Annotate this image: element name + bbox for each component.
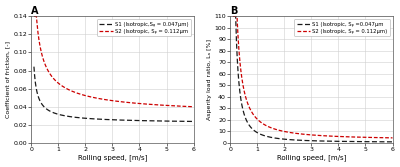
X-axis label: Rolling speed, [m/s]: Rolling speed, [m/s] — [78, 155, 147, 161]
Y-axis label: Asperity load ratio, Lₐ [%]: Asperity load ratio, Lₐ [%] — [207, 39, 212, 120]
S2 (Isotropic, Sᵩ = 0.112μm — [133, 102, 138, 104]
S2 (Isotropic, Sᵩ = 0.112μm) — [368, 136, 373, 138]
S1 (Isotropic,Sᵩ = 0.047μm) — [32, 66, 36, 68]
S1 (Isotropic,Sᵩ = 0.047μm) — [124, 119, 129, 121]
S1 (Isotropic, Sᵩ =0.047μm — [327, 140, 332, 142]
S1 (Isotropic, Sᵩ =0.047μm — [323, 140, 328, 142]
S2 (Isotropic, Sᵩ = 0.112μm) — [240, 82, 245, 84]
S1 (Isotropic,Sᵩ = 0.047μm) — [133, 119, 138, 121]
S1 (Isotropic, Sᵩ =0.047μm — [230, 15, 235, 17]
S1 (Isotropic,Sᵩ = 0.047μm) — [128, 119, 133, 121]
Y-axis label: Coefficient of friction, [-]: Coefficient of friction, [-] — [6, 41, 10, 118]
Legend: S1 (Isotropic, Sᵩ =0.047μm, S2 (Isotropic, Sᵩ = 0.112μm): S1 (Isotropic, Sᵩ =0.047μm, S2 (Isotropi… — [294, 19, 390, 36]
S2 (Isotropic, Sᵩ = 0.112μm) — [327, 135, 332, 137]
S2 (Isotropic, Sᵩ = 0.112μm — [124, 101, 129, 103]
S1 (Isotropic, Sᵩ =0.047μm — [368, 141, 373, 143]
Line: S1 (Isotropic,Sᵩ = 0.047μm): S1 (Isotropic,Sᵩ = 0.047μm) — [34, 67, 194, 121]
S1 (Isotropic, Sᵩ =0.047μm — [390, 141, 395, 143]
S2 (Isotropic, Sᵩ = 0.112μm — [169, 105, 174, 107]
Line: S2 (Isotropic, Sᵩ = 0.112μm): S2 (Isotropic, Sᵩ = 0.112μm) — [233, 16, 392, 138]
S1 (Isotropic,Sᵩ = 0.047μm) — [153, 120, 158, 122]
Text: A: A — [31, 6, 39, 16]
S2 (Isotropic, Sᵩ = 0.112μm) — [323, 135, 328, 137]
S1 (Isotropic,Sᵩ = 0.047μm) — [169, 120, 174, 122]
S2 (Isotropic, Sᵩ = 0.112μm — [191, 106, 196, 108]
S1 (Isotropic, Sᵩ =0.047μm — [332, 140, 337, 142]
S2 (Isotropic, Sᵩ = 0.112μm — [32, 15, 36, 17]
S2 (Isotropic, Sᵩ = 0.112μm) — [230, 15, 235, 17]
S2 (Isotropic, Sᵩ = 0.112μm) — [332, 135, 337, 137]
S1 (Isotropic,Sᵩ = 0.047μm) — [191, 120, 196, 122]
Line: S1 (Isotropic, Sᵩ =0.047μm: S1 (Isotropic, Sᵩ =0.047μm — [233, 16, 392, 142]
S1 (Isotropic, Sᵩ =0.047μm — [352, 141, 356, 143]
S2 (Isotropic, Sᵩ = 0.112μm — [153, 104, 158, 106]
Legend: S1 (Isotropic,Sᵩ = 0.047μm), S2 (Isotropic, Sᵩ = 0.112μm: S1 (Isotropic,Sᵩ = 0.047μm), S2 (Isotrop… — [97, 19, 191, 36]
Text: B: B — [230, 6, 238, 16]
S1 (Isotropic,Sᵩ = 0.047μm) — [41, 106, 46, 108]
S2 (Isotropic, Sᵩ = 0.112μm — [128, 102, 133, 104]
S1 (Isotropic, Sᵩ =0.047μm — [240, 108, 245, 110]
S2 (Isotropic, Sᵩ = 0.112μm — [41, 60, 46, 62]
S2 (Isotropic, Sᵩ = 0.112μm) — [390, 137, 395, 139]
S2 (Isotropic, Sᵩ = 0.112μm) — [352, 136, 356, 138]
Line: S2 (Isotropic, Sᵩ = 0.112μm: S2 (Isotropic, Sᵩ = 0.112μm — [34, 16, 194, 107]
X-axis label: Rolling speed, [m/s]: Rolling speed, [m/s] — [277, 155, 346, 161]
